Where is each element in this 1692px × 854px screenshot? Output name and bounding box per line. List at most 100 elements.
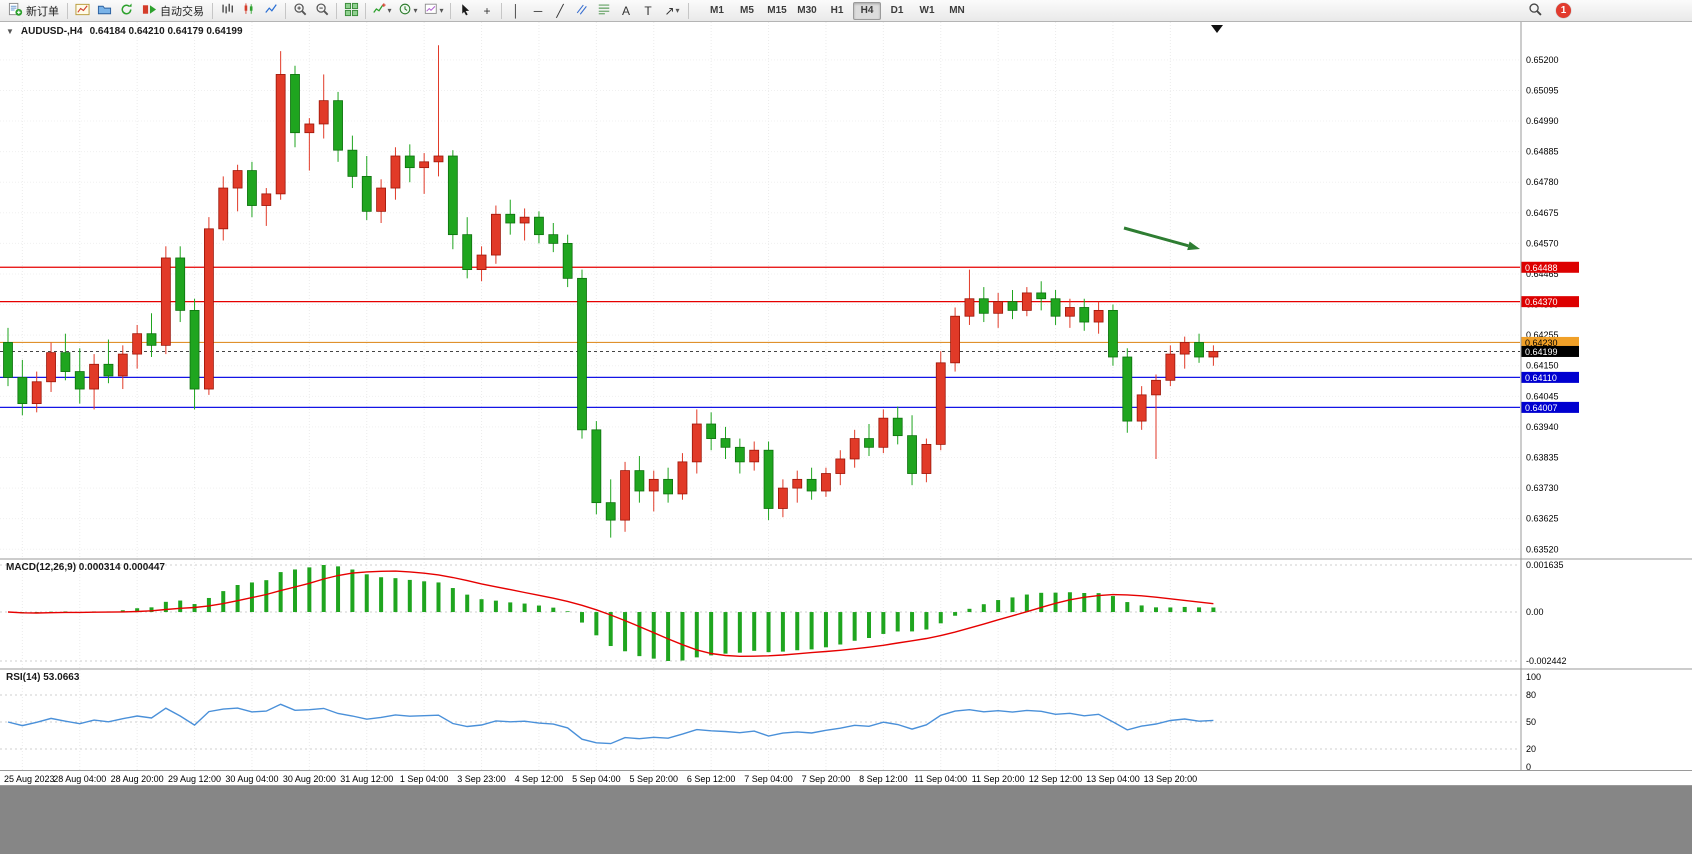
chart-symbol-label: AUDUSD-,H4 — [20, 26, 83, 37]
bar-chart-button[interactable] — [216, 2, 238, 20]
search-icon — [1528, 2, 1543, 20]
indicators-button[interactable]: ▾ — [369, 2, 395, 20]
svg-text:-0.002442: -0.002442 — [1526, 656, 1567, 666]
profiles-icon — [97, 2, 112, 20]
svg-text:20: 20 — [1526, 744, 1536, 754]
vertical-line-button[interactable]: │ — [505, 2, 527, 20]
svg-text:13 Sep 04:00: 13 Sep 04:00 — [1086, 774, 1140, 784]
svg-text:0.00: 0.00 — [1526, 607, 1544, 617]
zoom-in-icon — [293, 2, 308, 20]
tile-windows-button[interactable] — [340, 2, 362, 20]
horizontal-line-button[interactable]: ─ — [527, 2, 549, 20]
timeframe-w1-button[interactable]: W1 — [919, 5, 935, 16]
text-button[interactable]: A — [615, 2, 637, 20]
svg-text:28 Aug 04:00: 28 Aug 04:00 — [53, 774, 106, 784]
zoom-out-button[interactable] — [311, 2, 333, 20]
svg-text:0.63625: 0.63625 — [1526, 514, 1559, 524]
svg-text:0.65200: 0.65200 — [1526, 55, 1559, 65]
search-button[interactable] — [1524, 2, 1546, 20]
candlestick-chart-button[interactable] — [238, 2, 260, 20]
templates-icon — [424, 2, 438, 19]
svg-text:7 Sep 20:00: 7 Sep 20:00 — [802, 774, 851, 784]
timeframe-m5-button[interactable]: M5 — [740, 5, 754, 16]
line-chart-button[interactable] — [260, 2, 282, 20]
svg-text:13 Sep 20:00: 13 Sep 20:00 — [1144, 774, 1198, 784]
trendline-button[interactable]: ╱ — [549, 2, 571, 20]
toolbar: 新订单 自动交易 — [0, 0, 1692, 22]
fibonacci-icon — [597, 2, 611, 19]
profiles-button[interactable] — [93, 2, 115, 20]
svg-text:1 Sep 04:00: 1 Sep 04:00 — [400, 774, 449, 784]
timeframe-m15-button[interactable]: M15 — [767, 5, 787, 16]
timeframe-mn-button[interactable]: MN — [949, 5, 965, 16]
svg-text:5 Sep 20:00: 5 Sep 20:00 — [629, 774, 678, 784]
svg-text:0.63940: 0.63940 — [1526, 422, 1559, 432]
svg-text:6 Sep 12:00: 6 Sep 12:00 — [687, 774, 736, 784]
periods-button[interactable]: ▾ — [395, 2, 421, 20]
text-label-button[interactable]: T — [637, 2, 659, 20]
toolbar-separator — [67, 2, 68, 19]
timeframe-h4-button[interactable]: H4 — [853, 1, 881, 20]
timeframe-h1-button[interactable]: H1 — [830, 5, 844, 16]
tile-windows-icon — [344, 2, 359, 20]
svg-text:0.64370: 0.64370 — [1525, 297, 1558, 307]
svg-text:12 Sep 12:00: 12 Sep 12:00 — [1029, 774, 1083, 784]
zoom-out-icon — [315, 2, 330, 20]
svg-text:0.64465: 0.64465 — [1526, 269, 1559, 279]
svg-text:0.64110: 0.64110 — [1525, 373, 1557, 383]
arrows-button[interactable]: ↗ ▾ — [659, 2, 685, 20]
crosshair-button[interactable]: + — [476, 2, 498, 20]
toolbar-separator — [501, 2, 502, 19]
text-label-icon: T — [644, 3, 652, 18]
timeframe-m30-button[interactable]: M30 — [797, 5, 817, 16]
chart-window: 0.65200 0.65095 0.64990 0.64885 0.64780 0.646… — [0, 22, 1692, 786]
indicators-icon — [372, 2, 387, 19]
svg-text:11 Sep 04:00: 11 Sep 04:00 — [914, 774, 967, 784]
toolbar-separator — [450, 2, 451, 19]
new-order-icon — [8, 2, 23, 20]
svg-text:0.63520: 0.63520 — [1526, 544, 1559, 554]
svg-text:80: 80 — [1526, 690, 1536, 700]
refresh-button[interactable] — [115, 2, 137, 20]
candlestick-chart-icon — [242, 2, 256, 19]
toolbar-right-group: 1 — [1524, 2, 1571, 20]
svg-text:28 Aug 20:00: 28 Aug 20:00 — [111, 774, 164, 784]
svg-text:0.64780: 0.64780 — [1526, 177, 1559, 187]
new-order-button[interactable]: 新订单 — [3, 0, 64, 22]
svg-text:0.64570: 0.64570 — [1526, 238, 1559, 248]
svg-text:0.64885: 0.64885 — [1526, 147, 1559, 157]
new-order-label: 新订单 — [26, 5, 59, 18]
toolbar-separator — [688, 2, 689, 19]
macd-pane-label: MACD(12,26,9) 0.000314 0.000447 — [6, 562, 165, 573]
trendline-icon: ╱ — [556, 3, 564, 18]
channel-button[interactable] — [571, 2, 593, 20]
svg-text:0.64230: 0.64230 — [1525, 338, 1558, 348]
svg-text:0.64255: 0.64255 — [1526, 330, 1559, 340]
zoom-in-button[interactable] — [289, 2, 311, 20]
rsi-pane-label: RSI(14) 53.0663 — [6, 672, 80, 683]
svg-text:31 Aug 12:00: 31 Aug 12:00 — [340, 774, 393, 784]
crosshair-icon: + — [483, 3, 491, 18]
cursor-button[interactable] — [454, 2, 476, 20]
auto-trading-icon — [142, 2, 157, 20]
text-icon: A — [621, 3, 630, 18]
auto-trading-label: 自动交易 — [160, 5, 204, 18]
svg-text:4 Sep 12:00: 4 Sep 12:00 — [515, 774, 564, 784]
timeframe-m1-button[interactable]: M1 — [710, 5, 724, 16]
notification-badge[interactable]: 1 — [1556, 3, 1571, 18]
templates-button[interactable]: ▾ — [421, 2, 447, 20]
svg-text:0.63730: 0.63730 — [1526, 483, 1559, 493]
timeframe-d1-button[interactable]: D1 — [890, 5, 904, 16]
auto-trading-button[interactable]: 自动交易 — [137, 0, 209, 22]
new-chart-button[interactable] — [71, 2, 93, 20]
svg-text:50: 50 — [1526, 717, 1536, 727]
chart-collapse-icon[interactable]: ▼ — [6, 27, 14, 36]
svg-text:100: 100 — [1526, 672, 1541, 682]
chart-canvas[interactable]: 0.65200 0.65095 0.64990 0.64885 0.64780 0.646… — [0, 22, 1692, 786]
chevron-down-icon: ▾ — [439, 6, 444, 15]
svg-text:30 Aug 04:00: 30 Aug 04:00 — [225, 774, 278, 784]
svg-text:0.001635: 0.001635 — [1526, 560, 1564, 570]
fibonacci-button[interactable] — [593, 2, 615, 20]
svg-text:0.64150: 0.64150 — [1526, 361, 1559, 371]
chart-title: ▼ AUDUSD-,H4 0.64184 0.64210 0.64179 0.6… — [6, 26, 243, 37]
